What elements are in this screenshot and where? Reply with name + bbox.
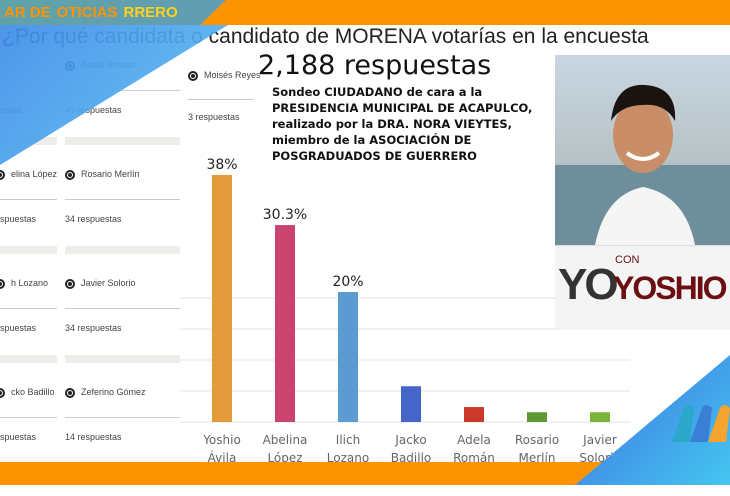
form-column-1: uestaselina Lópezespuestash Lozanoespues… (0, 105, 57, 496)
response-count: espuestas (0, 432, 37, 442)
radio-icon (65, 387, 75, 398)
divider (65, 137, 180, 145)
divider (0, 308, 57, 309)
option-label[interactable]: cko Badillo (0, 387, 57, 405)
divider (65, 355, 180, 363)
option-name: Moisés Reyes (204, 70, 261, 80)
candidate-photo (555, 55, 730, 245)
divider (0, 246, 57, 254)
form-option: Zeferino Gómez 14 respuestas (65, 387, 180, 472)
data-label: 38% (206, 157, 237, 173)
total-responses: 2,188 respuestas (258, 50, 492, 81)
category-label: Merlín (519, 451, 556, 465)
divider (65, 246, 180, 254)
brand-line: OTICIAS (56, 4, 118, 21)
radio-icon (0, 278, 5, 289)
data-label: 20% (332, 274, 363, 290)
description-line: realizado por la DRA. NORA VIEYTES, (272, 117, 512, 131)
divider (0, 355, 57, 363)
divider (65, 199, 180, 200)
bar-adela (464, 407, 484, 422)
category-label: Yoshio (202, 433, 241, 447)
form-option: Javier Solorio 34 respuestas (65, 278, 180, 363)
radio-icon (188, 70, 198, 81)
description-line: PRESIDENCIA MUNICIPAL DE ACAPULCO, (272, 101, 533, 115)
option-moises-reyes[interactable]: Moisés Reyes (188, 70, 261, 81)
category-label: Ilich (336, 433, 360, 447)
divider (0, 199, 57, 200)
option-label[interactable]: Rosario Merlín (65, 169, 180, 187)
bar-yoshio (212, 175, 232, 422)
bar-jacko (401, 386, 421, 422)
radio-icon (0, 387, 5, 398)
response-count: 34 respuestas (65, 214, 122, 224)
brand-mark-icon (672, 405, 730, 442)
radio-icon (65, 278, 75, 289)
form-option: h Lozano espuestas (0, 278, 57, 363)
option-name: Javier Solorio (81, 278, 136, 288)
divider (0, 417, 57, 418)
form-option: cko Badillo espuestas (0, 387, 57, 472)
form-column-3: Moisés Reyes 3 respuestas (188, 70, 261, 122)
divider (65, 308, 180, 309)
option-name: Zeferino Gómez (81, 387, 146, 397)
option-name: Rosario Merlín (81, 169, 140, 179)
option-label[interactable]: Javier Solorio (65, 278, 180, 296)
logo-name: YOSHIO (613, 270, 727, 306)
logo-yo: YO (558, 260, 619, 309)
category-label: Adela (457, 433, 491, 447)
description-line: Sondeo CIUDADANO de cara a la (272, 85, 483, 99)
bar-ilich (338, 292, 358, 422)
divider (65, 417, 180, 418)
response-count: 34 respuestas (65, 323, 122, 333)
radio-icon (0, 169, 5, 180)
category-label: Ávila (208, 450, 237, 465)
campaign-logo: YO CON YOSHIO (555, 245, 730, 330)
bottom-banner (0, 462, 730, 485)
survey-description: Sondeo CIUDADANO de cara a la PRESIDENCI… (272, 84, 552, 164)
divider (65, 90, 180, 91)
response-count: 14 respuestas (65, 432, 122, 442)
bar-rosario (527, 412, 547, 422)
bar-abelina (275, 225, 295, 422)
option-label[interactable]: h Lozano (0, 278, 57, 296)
radio-icon (65, 169, 75, 180)
response-count: 49 respuestas (65, 105, 122, 115)
category-label: Badillo (391, 451, 432, 465)
bar-javier (590, 412, 610, 422)
brand-line: AR DE (4, 4, 51, 21)
brand-region: RRERO (123, 4, 178, 21)
option-name: elina López (11, 169, 58, 179)
category-label: Abelina (263, 433, 308, 447)
option-label[interactable]: elina López (0, 169, 57, 187)
category-label: Rosario (515, 433, 559, 447)
response-count: espuestas (0, 214, 37, 224)
category-label: Lozano (327, 451, 369, 465)
top-banner-gradient (0, 0, 226, 25)
option-name: h Lozano (11, 278, 49, 288)
form-option: Rosario Merlín 34 respuestas (65, 169, 180, 254)
category-label: Román (453, 451, 495, 465)
person-illustration (555, 84, 730, 245)
option-name: cko Badillo (11, 387, 55, 397)
option-label[interactable]: Zeferino Gómez (65, 387, 180, 405)
description-line: POSGRADUADOS DE GUERRERO (272, 149, 477, 163)
form-option: elina López espuestas (0, 169, 57, 254)
category-label: López (267, 451, 302, 465)
bar-chart: 38% Yoshio Ávila 30.3% Abelina López 20% Ilich L… (180, 157, 630, 465)
logo-con: CON (615, 254, 640, 266)
category-label: Jacko (394, 433, 426, 447)
category-label: Javier (582, 433, 617, 447)
data-label: 30.3% (263, 207, 307, 223)
description-line: miembro de la ASOCIACIÓN DE (272, 133, 472, 147)
response-count: espuestas (0, 323, 37, 333)
brand-logo-text: AR DE OTICIAS RRERO (4, 3, 184, 22)
response-count: 3 respuestas (188, 111, 240, 122)
